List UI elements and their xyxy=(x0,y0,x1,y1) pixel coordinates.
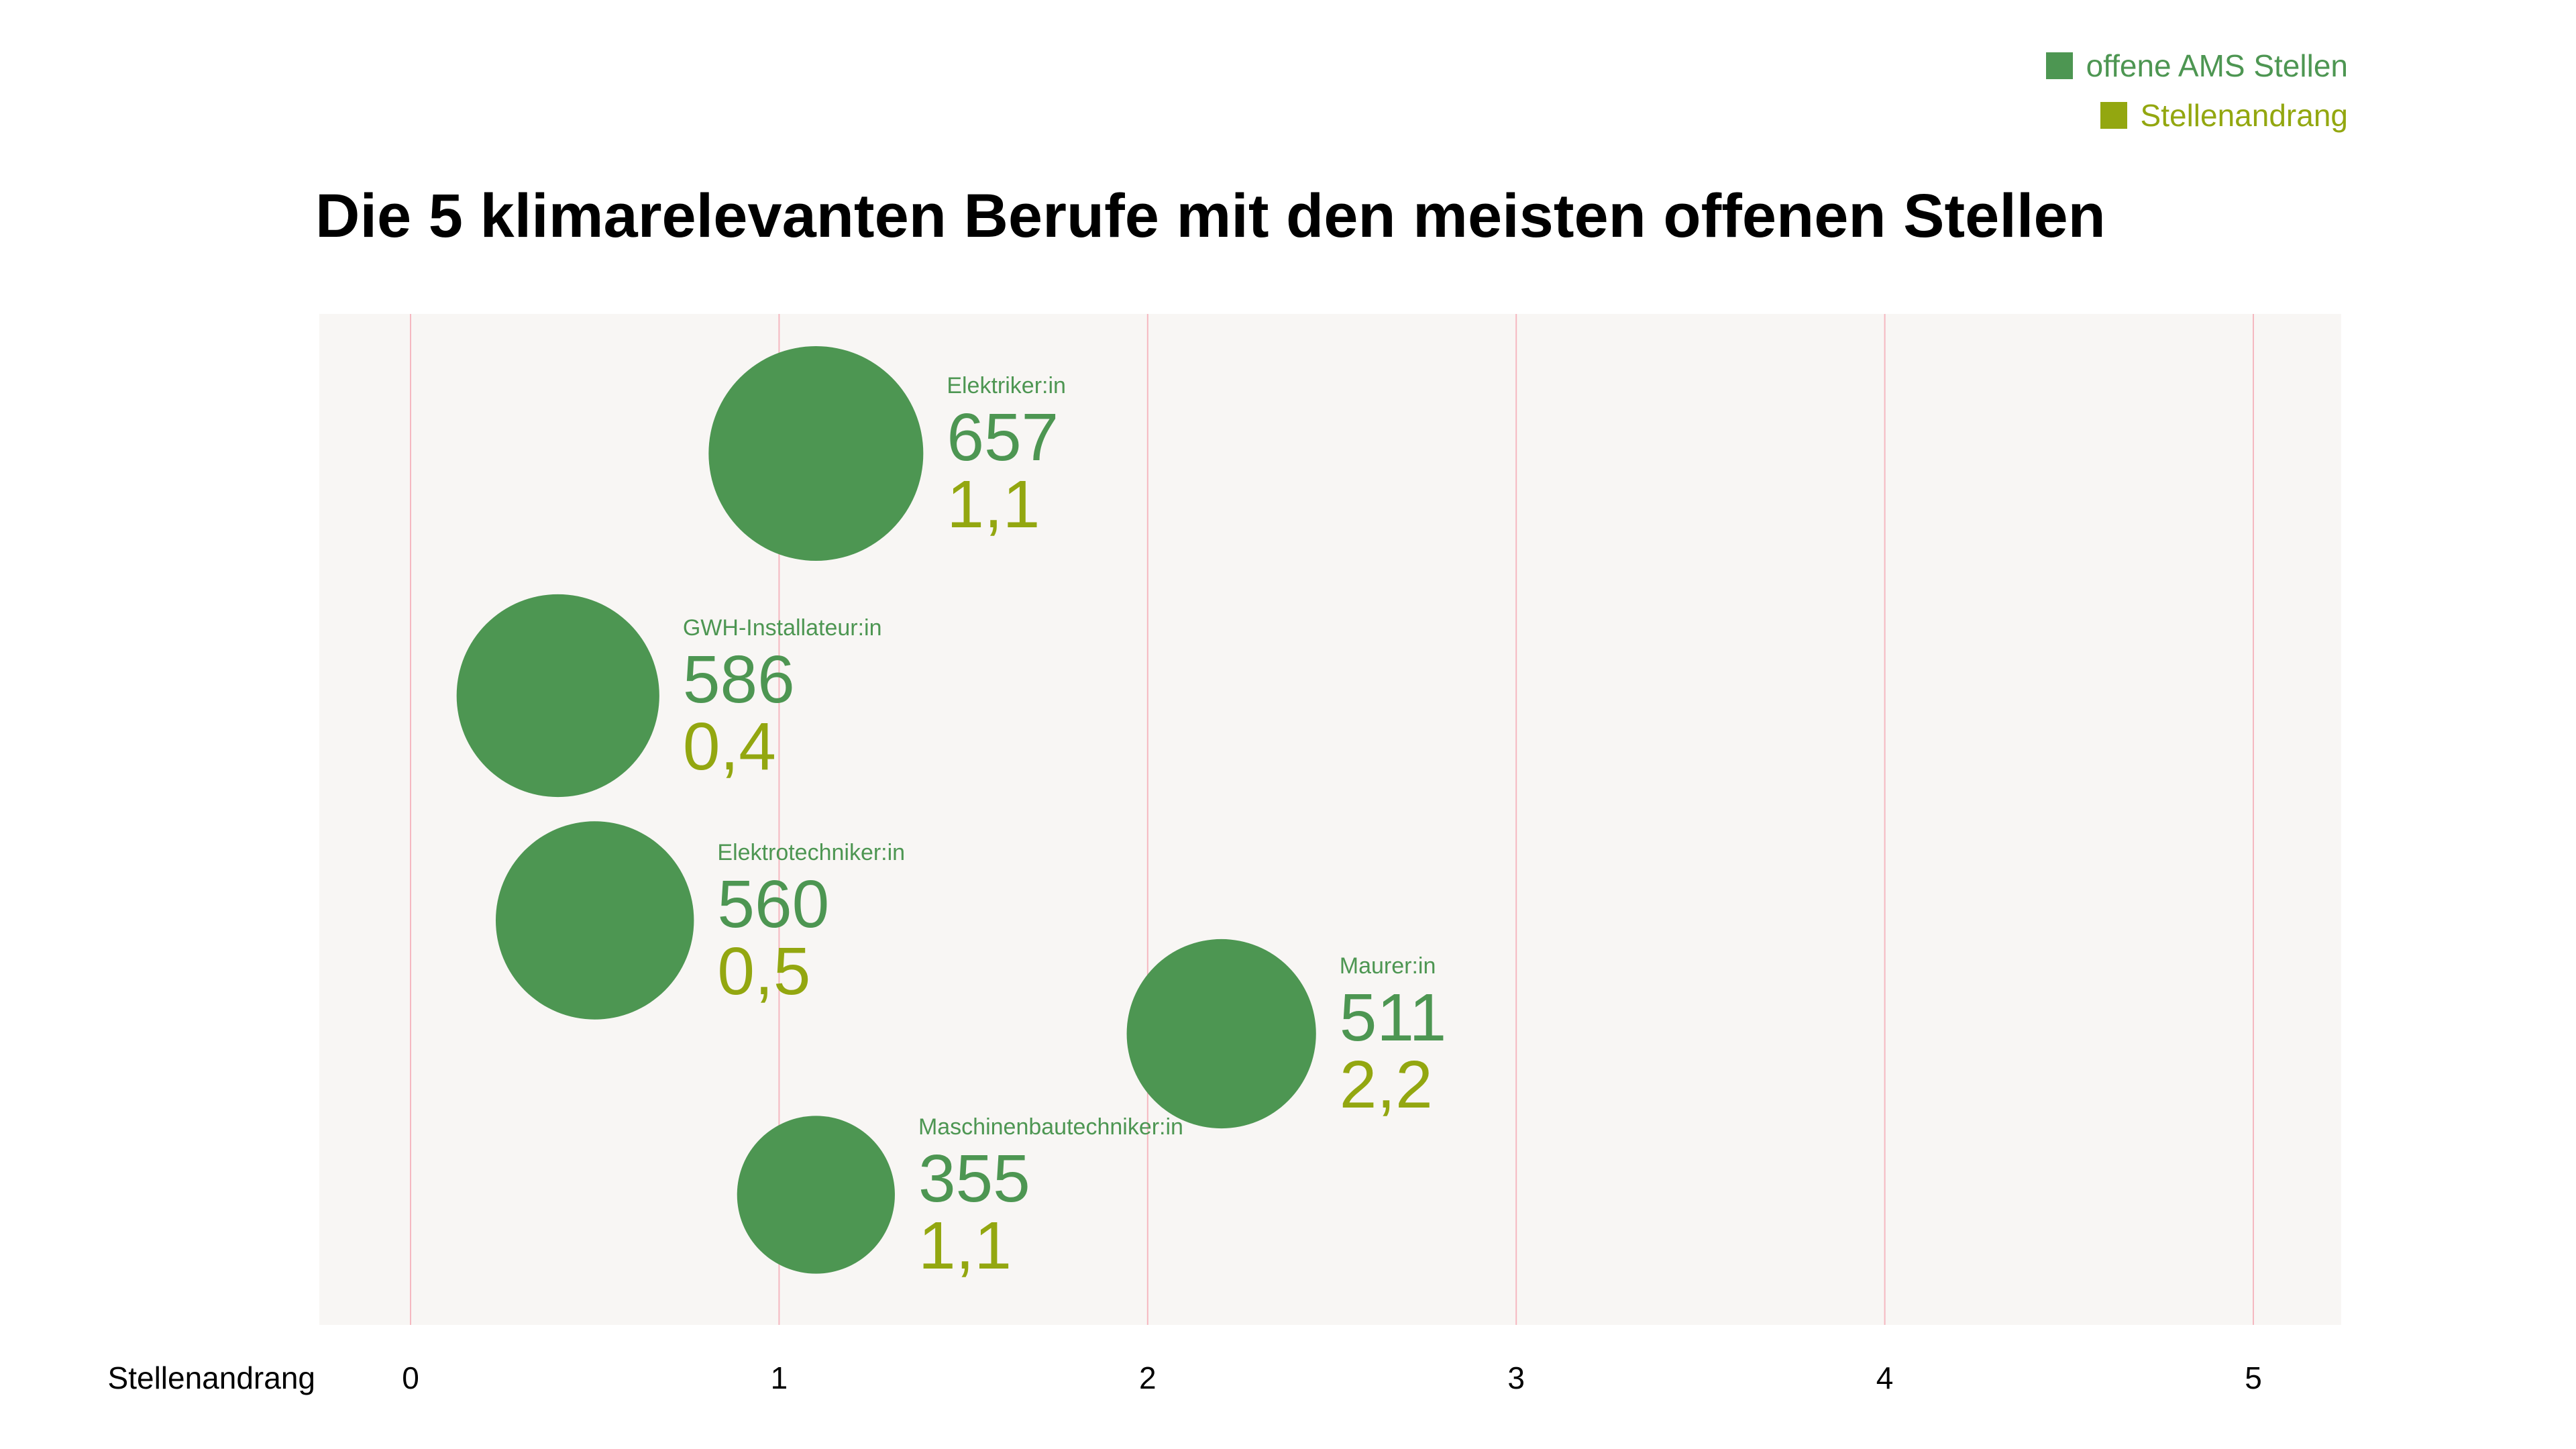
bubble-value-label: 657 xyxy=(947,400,1059,475)
legend-swatch-stellenandrang xyxy=(2100,102,2127,129)
bubble-labels: Elektriker:in6571,1GWH-Installateur:in58… xyxy=(683,373,1446,1283)
bubble xyxy=(456,594,659,798)
bubble-name-label: Elektriker:in xyxy=(947,373,1066,398)
bubble-andrang-label: 1,1 xyxy=(947,467,1040,542)
bubble-name-label: Elektrotechniker:in xyxy=(717,840,905,865)
bubble-andrang-label: 1,1 xyxy=(918,1208,1012,1283)
bubble xyxy=(737,1116,895,1274)
bubble xyxy=(708,346,924,561)
x-axis-label: Stellenandrang xyxy=(108,1360,315,1395)
bubble-value-label: 586 xyxy=(683,642,795,717)
x-axis: 0 1 2 3 4 5 Stellenandrang xyxy=(108,1360,2262,1395)
legend-swatch-offene-stellen xyxy=(2045,52,2073,79)
chart-title: Die 5 klimarelevanten Berufe mit den mei… xyxy=(315,182,2106,250)
bubble-value-label: 355 xyxy=(918,1141,1030,1216)
plot-background xyxy=(319,314,2341,1325)
bubble xyxy=(495,821,694,1020)
bubble-name-label: Maschinenbautechniker:in xyxy=(918,1114,1183,1140)
bubble-andrang-label: 2,2 xyxy=(1340,1047,1433,1122)
x-tick-label: 0 xyxy=(402,1360,419,1395)
x-tick-label: 3 xyxy=(1507,1360,1525,1395)
legend-label-offene-stellen: offene AMS Stellen xyxy=(2086,48,2348,83)
bubble-value-label: 511 xyxy=(1340,980,1446,1055)
bubble-name-label: Maurer:in xyxy=(1340,953,1436,979)
bubble-andrang-label: 0,4 xyxy=(683,709,776,784)
bubble-andrang-label: 0,5 xyxy=(717,934,810,1009)
bubble-value-label: 560 xyxy=(717,867,829,942)
x-tick-label: 2 xyxy=(1139,1360,1157,1395)
x-tick-label: 1 xyxy=(771,1360,788,1395)
legend: offene AMS Stellen Stellenandrang xyxy=(2045,47,2348,146)
legend-item-offene-stellen: offene AMS Stellen xyxy=(2045,47,2348,85)
x-tick-label: 5 xyxy=(2245,1360,2262,1395)
bubble xyxy=(1126,938,1316,1129)
x-tick-label: 4 xyxy=(1876,1360,1894,1395)
bubbles xyxy=(456,346,1316,1274)
legend-label-stellenandrang: Stellenandrang xyxy=(2140,98,2348,133)
legend-item-stellenandrang: Stellenandrang xyxy=(2046,97,2348,134)
bubble-name-label: GWH-Installateur:in xyxy=(683,615,882,641)
